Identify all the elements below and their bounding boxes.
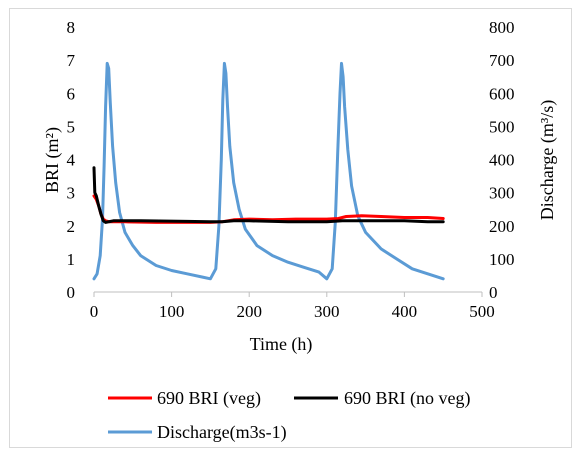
- x-tick-label: 500: [469, 302, 495, 321]
- left-y-tick-label: 3: [67, 184, 76, 203]
- right-y-tick-label: 700: [489, 51, 515, 70]
- legend-label-veg: 690 BRI (veg): [157, 388, 261, 409]
- left-y-tick-label: 0: [67, 283, 76, 302]
- series-line-discharge: [92, 61, 445, 281]
- x-tick-label: 300: [314, 302, 340, 321]
- right-y-axis-title: Discharge (m³/s): [537, 100, 558, 221]
- right-y-tick-label: 200: [489, 217, 515, 236]
- series-line-bri-no-veg: [92, 166, 445, 224]
- x-axis-title: Time (h): [250, 334, 313, 355]
- right-y-tick-label: 100: [489, 250, 515, 269]
- left-y-tick-label: 8: [67, 18, 76, 37]
- left-y-tick-label: 1: [67, 250, 76, 269]
- left-y-tick-label: 6: [67, 84, 76, 103]
- right-y-tick-label: 800: [489, 18, 515, 37]
- right-y-tick-label: 400: [489, 151, 515, 170]
- right-y-tick-label: 600: [489, 84, 515, 103]
- left-y-axis-title: BRI (m²): [42, 127, 63, 193]
- x-tick-label: 400: [392, 302, 418, 321]
- series-line-bri-veg: [92, 194, 445, 224]
- legend-label-no-veg: 690 BRI (no veg): [344, 388, 470, 409]
- legend: 690 BRI (veg) 690 BRI (no veg) Discharge…: [108, 388, 470, 443]
- x-tick-label: 0: [90, 302, 99, 321]
- legend-label-discharge: Discharge(m3s-1): [157, 422, 287, 443]
- left-y-tick-label: 2: [67, 217, 76, 236]
- right-y-tick-label: 0: [489, 283, 498, 302]
- right-y-tick-label: 300: [489, 184, 515, 203]
- left-y-tick-label: 7: [67, 51, 76, 70]
- left-y-tick-label: 5: [67, 117, 76, 136]
- x-tick-label: 100: [159, 302, 185, 321]
- left-y-tick-label: 4: [67, 151, 76, 170]
- right-y-tick-label: 500: [489, 117, 515, 136]
- x-tick-label: 200: [236, 302, 262, 321]
